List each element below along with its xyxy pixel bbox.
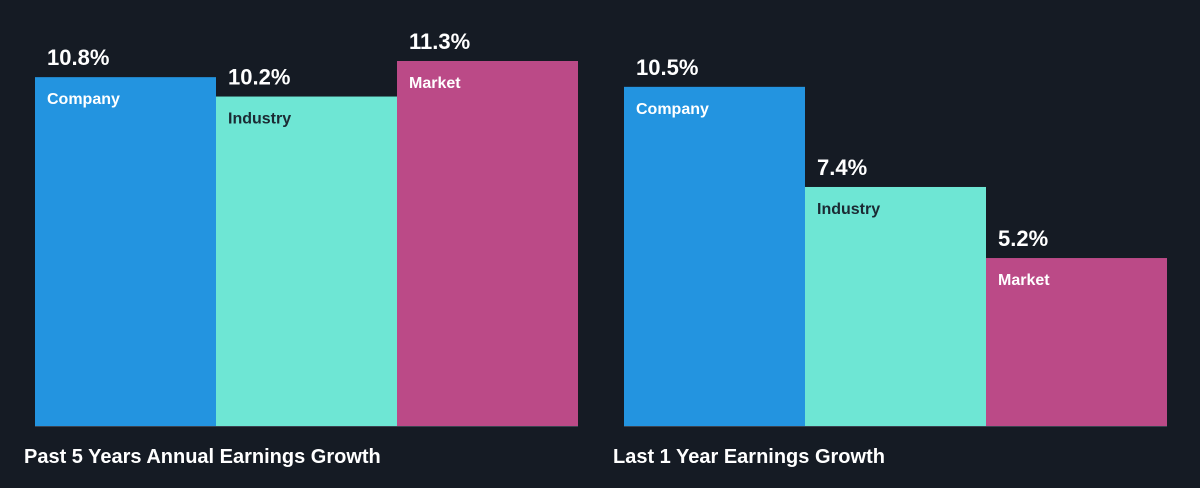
category-label-last-1-year-company: Company (636, 101, 709, 118)
bar-last-1-year-industry (805, 186, 986, 426)
value-label-last-1-year-industry: 7.4% (817, 155, 867, 180)
value-label-past-5-years-company: 10.8% (47, 45, 109, 70)
category-label-past-5-years-market: Market (409, 75, 461, 92)
bar-past-5-years-industry (216, 96, 397, 426)
category-label-last-1-year-market: Market (998, 272, 1050, 289)
value-label-past-5-years-industry: 10.2% (228, 65, 290, 90)
bar-last-1-year-company (624, 86, 805, 427)
bar-past-5-years-market (397, 61, 578, 426)
chart-title-last-1-year: Last 1 Year Earnings Growth (613, 446, 885, 468)
value-label-last-1-year-company: 10.5% (636, 55, 698, 80)
category-label-last-1-year-industry: Industry (817, 201, 880, 218)
bar-last-1-year-market (986, 258, 1167, 426)
category-label-past-5-years-industry: Industry (228, 111, 291, 128)
value-label-last-1-year-market: 5.2% (998, 226, 1048, 251)
category-label-past-5-years-company: Company (47, 91, 120, 108)
chart-title-past-5-years: Past 5 Years Annual Earnings Growth (24, 446, 381, 468)
value-label-past-5-years-market: 11.3% (409, 29, 470, 54)
bar-past-5-years-company (35, 77, 216, 426)
